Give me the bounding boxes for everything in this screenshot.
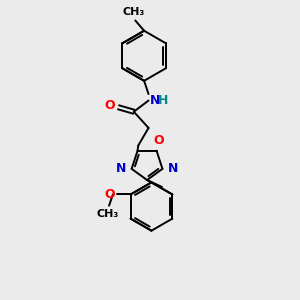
Text: H: H xyxy=(158,94,168,107)
Text: O: O xyxy=(104,99,115,112)
Text: CH₃: CH₃ xyxy=(97,209,119,219)
Text: O: O xyxy=(104,188,115,201)
Text: CH₃: CH₃ xyxy=(123,7,145,17)
Text: N: N xyxy=(150,94,160,107)
Text: N: N xyxy=(116,162,126,175)
Text: O: O xyxy=(153,134,164,147)
Text: N: N xyxy=(168,162,178,175)
